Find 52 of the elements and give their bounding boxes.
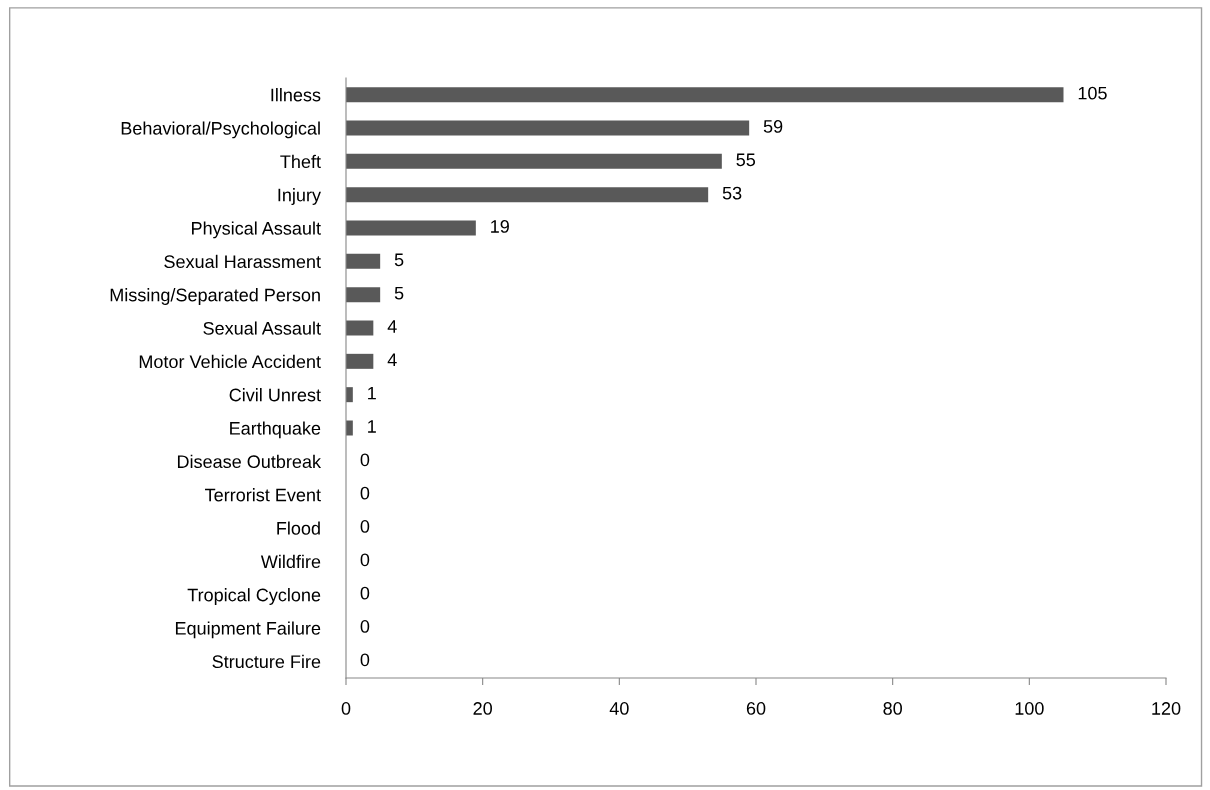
y-tick-label: Illness <box>271 88 321 102</box>
y-tick-label: Terrorist Event <box>205 488 321 502</box>
bar <box>346 120 750 136</box>
y-tick-label: Missing/Separated Person <box>110 288 320 305</box>
bar <box>346 287 381 303</box>
data-label: 53 <box>722 186 742 200</box>
x-tick-label: 40 <box>609 702 629 715</box>
y-tick-label: Civil Unrest <box>229 388 321 402</box>
bar <box>346 253 381 269</box>
y-tick-label: Behavioral/Psychological <box>121 121 320 139</box>
data-label: 4 <box>387 320 397 333</box>
bar <box>346 87 1064 103</box>
y-tick-label: Motor Vehicle Accident <box>139 354 321 369</box>
data-label: 0 <box>360 553 370 567</box>
bar <box>346 320 374 336</box>
data-label: 0 <box>360 453 370 467</box>
data-label: 55 <box>736 153 756 167</box>
y-tick-label: Earthquake <box>230 421 321 439</box>
y-tick-label: Physical Assault <box>192 221 321 239</box>
y-tick-label: Tropical Cyclone <box>187 588 321 605</box>
y-tick-label: Structure Fire <box>212 654 321 669</box>
x-tick-label: 100 <box>1015 702 1044 715</box>
y-tick-label: Theft <box>280 154 321 169</box>
y-tick-label: Sexual Harassment <box>164 254 321 269</box>
y-tick-label: Wildfire <box>260 554 321 569</box>
data-label: 19 <box>491 220 509 233</box>
data-label: 1 <box>368 386 376 400</box>
data-label: 0 <box>360 486 370 500</box>
data-label: 4 <box>387 353 397 366</box>
data-label: 1 <box>368 420 376 433</box>
x-tick-label: 20 <box>473 702 492 715</box>
data-label: 0 <box>360 520 370 533</box>
y-tick-label: Equipment Failure <box>175 621 321 639</box>
y-tick-label: Disease Outbreak <box>177 454 322 469</box>
data-label: 5 <box>394 253 404 267</box>
bar <box>346 353 374 369</box>
x-tick-label: 120 <box>1152 702 1181 715</box>
bar <box>346 187 709 203</box>
y-tick-label: Flood <box>277 521 320 535</box>
data-label: 5 <box>394 286 404 300</box>
data-label: 105 <box>1078 86 1107 100</box>
data-label: 59 <box>763 120 783 133</box>
data-label: 0 <box>360 620 370 633</box>
x-tick-label: 60 <box>746 702 766 715</box>
y-tick-label: Injury <box>278 188 321 205</box>
x-tick-label: 80 <box>883 702 902 715</box>
bar <box>346 220 476 236</box>
bar <box>346 153 722 169</box>
data-label: 0 <box>360 586 370 600</box>
y-tick-label: Sexual Assault <box>203 321 321 335</box>
data-label: 0 <box>360 653 370 667</box>
x-tick-label: 0 <box>341 702 351 715</box>
